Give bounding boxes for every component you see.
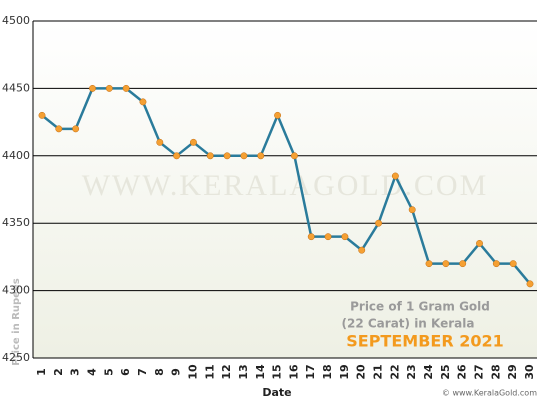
annotation-title: SEPTEMBER 2021 <box>346 332 504 351</box>
marker <box>206 152 214 160</box>
marker <box>290 152 298 160</box>
x-tick-label: 22 <box>388 364 401 379</box>
x-tick-label: 21 <box>372 364 385 379</box>
marker <box>408 206 416 214</box>
marker <box>122 84 130 92</box>
footer: © www.KeralaGold.com <box>442 389 537 398</box>
annotation: Price of 1 Gram Gold <box>350 300 490 314</box>
marker <box>173 152 181 160</box>
x-tick-label: 26 <box>456 364 469 380</box>
x-axis-label: Date <box>262 386 291 399</box>
marker <box>257 152 265 160</box>
marker <box>156 138 164 146</box>
x-tick-label: 28 <box>489 364 502 379</box>
x-tick-label: 7 <box>136 368 149 376</box>
y-tick-label: 4300 <box>2 284 30 297</box>
marker <box>341 233 349 241</box>
x-tick-label: 17 <box>304 364 317 379</box>
x-tick-label: 6 <box>119 368 132 376</box>
marker <box>223 152 231 160</box>
marker <box>324 233 332 241</box>
marker <box>476 239 483 247</box>
marker <box>358 246 366 254</box>
x-tick-label: 8 <box>153 368 166 376</box>
y-tick-label: 4450 <box>2 81 30 94</box>
x-tick-label: 14 <box>254 364 267 380</box>
x-tick-label: 4 <box>85 368 98 376</box>
x-tick-label: 1 <box>35 368 48 376</box>
x-tick-label: 2 <box>52 368 65 376</box>
y-tick-label: 4350 <box>2 216 30 229</box>
marker <box>189 138 197 146</box>
x-tick-label: 9 <box>170 368 183 376</box>
x-tick-label: 13 <box>237 364 250 379</box>
x-tick-label: 16 <box>287 364 300 380</box>
x-tick-label: 19 <box>338 364 351 379</box>
marker <box>425 260 433 268</box>
plot-area <box>33 21 537 358</box>
x-tick-label: 3 <box>69 368 82 376</box>
marker <box>459 260 467 268</box>
x-tick-label: 10 <box>186 364 199 380</box>
x-tick-label: 27 <box>473 364 486 379</box>
marker <box>307 233 315 241</box>
marker <box>105 84 113 92</box>
watermark: WWW.KERALAGOLD.COM <box>82 169 489 202</box>
x-tick-label: 15 <box>271 364 284 379</box>
y-tick-label: 4400 <box>2 149 30 162</box>
marker <box>375 219 383 227</box>
y-tick-label: 4250 <box>2 351 30 364</box>
x-tick-label: 20 <box>355 364 368 380</box>
marker <box>391 172 399 180</box>
marker <box>139 98 147 106</box>
marker <box>38 111 46 119</box>
marker <box>526 280 534 288</box>
annotation: (22 Carat) in Kerala <box>342 317 475 331</box>
marker <box>442 260 450 268</box>
x-tick-label: 29 <box>506 364 519 379</box>
marker <box>55 125 63 133</box>
x-tick-label: 25 <box>439 364 452 379</box>
x-tick-label: 11 <box>203 364 216 379</box>
marker <box>72 125 80 133</box>
x-tick-label: 18 <box>321 364 334 379</box>
y-tick-label: 4500 <box>2 14 30 27</box>
x-tick-label: 5 <box>102 368 115 376</box>
x-tick-label: 24 <box>422 364 435 380</box>
x-tick-label: 12 <box>220 364 233 379</box>
marker <box>240 152 248 160</box>
marker <box>89 84 96 92</box>
x-tick-label: 23 <box>405 364 418 379</box>
x-tick-label: 30 <box>523 364 536 380</box>
marker <box>492 260 500 268</box>
y-axis-label: Price in Rupees <box>11 278 22 365</box>
marker <box>509 260 517 268</box>
marker <box>274 111 282 119</box>
